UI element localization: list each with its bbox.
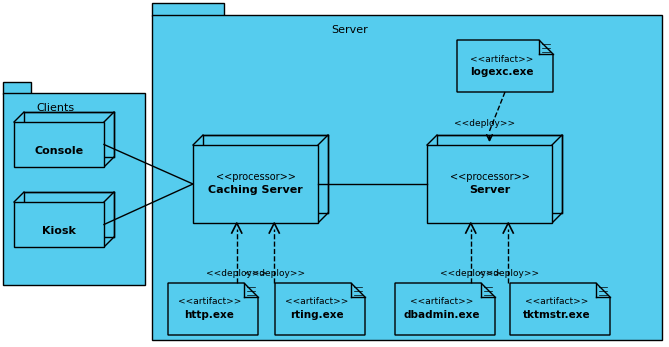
Polygon shape [168,283,258,335]
Text: <<artifact>>: <<artifact>> [410,297,473,306]
Text: dbadmin.exe: dbadmin.exe [403,310,480,320]
Text: Server: Server [332,25,369,35]
Bar [14,122,104,167]
Bar [427,145,552,223]
Bar [14,202,104,247]
Bar [437,135,562,213]
Text: <<deploy>>: <<deploy>> [206,269,268,278]
Bar [3,93,145,285]
Text: Caching Server: Caching Server [208,185,303,195]
Text: <<artifact>>: <<artifact>> [470,54,533,64]
Text: rting.exe: rting.exe [290,310,343,320]
Text: <<deploy>>: <<deploy>> [440,269,501,278]
Text: <<artifact>>: <<artifact>> [524,297,588,306]
Text: tktmstr.exe: tktmstr.exe [522,310,590,320]
Bar [152,3,224,16]
Text: logexc.exe: logexc.exe [470,67,533,77]
Bar [24,112,114,157]
Text: <<deploy>>: <<deploy>> [478,269,539,278]
Text: http.exe: http.exe [185,310,234,320]
Polygon shape [457,40,553,92]
Text: <<deploy>>: <<deploy>> [454,119,515,128]
Text: Kiosk: Kiosk [42,226,76,236]
Polygon shape [395,283,495,335]
Text: <<deploy>>: <<deploy>> [244,269,305,278]
Text: Server: Server [469,185,510,195]
Text: <<artifact>>: <<artifact>> [178,297,242,306]
Bar [203,135,328,213]
Text: Console: Console [34,145,84,155]
Polygon shape [510,283,610,335]
Text: <<artifact>>: <<artifact>> [285,297,348,306]
Text: <<processor>>: <<processor>> [450,172,529,182]
Bar [24,192,114,237]
Bar [193,145,318,223]
Text: Clients: Clients [36,103,74,113]
Bar [3,82,31,94]
Polygon shape [275,283,365,335]
Bar [152,15,662,340]
Text: <<processor>>: <<processor>> [215,172,296,182]
